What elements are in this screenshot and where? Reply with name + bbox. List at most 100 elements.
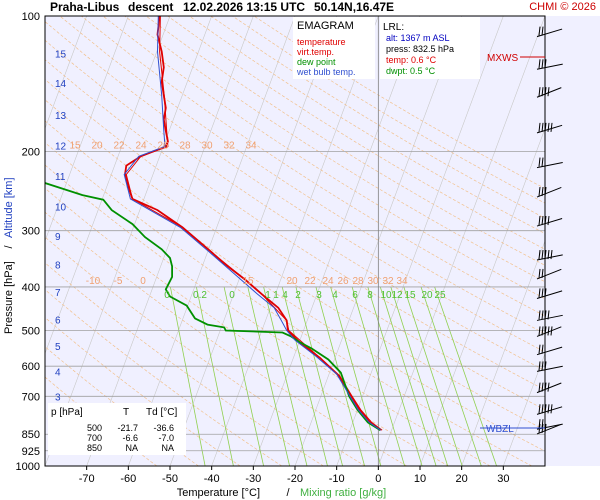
curve-legend: EMAGRAM temperature virt.temp. dew point…	[293, 17, 375, 79]
chart-curves	[45, 16, 383, 431]
dry-adiabat-label: 32	[223, 140, 235, 151]
pressure-tick-label: 1000	[16, 461, 40, 473]
altitude-tick-label: 4	[55, 368, 61, 379]
mixing-ratio-label: 6	[352, 290, 358, 301]
pressure-tick-label: 500	[22, 326, 40, 338]
dry-adiabat-line	[45, 187, 449, 466]
y-axis-title-secondary: Altitude [km]	[3, 177, 15, 238]
table-row-td: -36.6	[153, 423, 174, 433]
dry-adiabat-line	[59, 16, 545, 335]
legend-dew-point: dew point	[297, 57, 336, 67]
dry-adiabat-label: 28	[179, 140, 191, 151]
mixing-ratio-label: 0.2	[193, 290, 207, 301]
wind-barb-flag	[547, 326, 550, 336]
wind-barb-flag	[547, 310, 550, 320]
mixing-ratio-line	[196, 286, 234, 466]
wind-barb-flag	[538, 404, 541, 414]
pressure-tick-label: 850	[22, 429, 40, 441]
x-axis-title-secondary: Mixing ratio [g/kg]	[300, 487, 386, 499]
pressure-tick-label: 300	[22, 226, 40, 238]
mixing-ratio-line	[390, 286, 449, 466]
temperature-tick-label: -50	[162, 473, 178, 485]
wind-barb-flag	[547, 382, 550, 392]
pressure-tick-label: 700	[22, 391, 40, 403]
plot-frame	[44, 15, 546, 467]
isotherm-line	[128, 16, 296, 466]
lrl-info-box: LRL: alt: 1367 m ASL press: 832.5 hPa te…	[380, 17, 480, 79]
altitude-tick-label: 11	[55, 172, 66, 183]
isotherm-line	[211, 16, 379, 466]
mixing-ratio-label: 10	[380, 290, 392, 301]
dry-adiabat-label: 28	[352, 276, 364, 287]
dry-adiabat-label: 15	[242, 276, 254, 287]
wind-barb	[536, 157, 563, 169]
wind-barb-flag	[550, 122, 553, 132]
isotherm-line	[419, 127, 545, 466]
mixing-ratio-line	[367, 286, 423, 466]
wind-barb-staff	[536, 346, 563, 356]
wind-barb-staff	[536, 124, 563, 134]
level-table: p [hPa] T Td [°C] 500 -21.7 -36.6 700 -6…	[48, 403, 186, 455]
y-axis-title-separator: /	[3, 245, 15, 249]
wind-barb-flag	[547, 87, 550, 97]
altitude-tick-label: 6	[55, 315, 61, 326]
dry-adiabat-line	[81, 16, 545, 317]
dry-adiabat-line	[167, 16, 545, 250]
temperature-tick-label: -60	[120, 473, 136, 485]
series-line-dew-point	[45, 180, 381, 431]
wind-barb-flag	[541, 268, 544, 278]
wind-barb-staff	[536, 63, 563, 70]
table-row-t: -21.7	[117, 423, 138, 433]
altitude-tick-label: 3	[55, 393, 61, 404]
mixing-ratio-label: 4	[332, 290, 338, 301]
lrl-dewpoint: dwpt: 0.5 °C	[386, 66, 436, 76]
station-name: Praha-Libus	[50, 0, 120, 14]
wind-barb-flag	[538, 382, 541, 392]
wind-barb-flag	[541, 382, 544, 392]
wind-barb-flag	[538, 87, 541, 97]
sounding-mode: descent	[128, 0, 173, 14]
wind-barb-flag	[541, 361, 544, 371]
wind-barb-flag	[541, 216, 544, 226]
wind-panel-background	[522, 16, 600, 466]
table-row-p: 500	[87, 423, 102, 433]
mixing-ratio-line	[281, 286, 328, 466]
temperature-tick-label: -10	[329, 473, 345, 485]
wind-barb-flag	[541, 288, 544, 298]
series-line-virt-temp-	[125, 16, 383, 431]
altitude-tick-label: 13	[55, 111, 67, 122]
altitude-tick-label: 15	[55, 49, 67, 60]
dry-adiabat-label: 26	[157, 140, 169, 151]
temperature-tick-label: 10	[414, 473, 426, 485]
dry-adiabat-label: 20	[91, 140, 103, 151]
temperature-tick-label: -20	[287, 473, 303, 485]
mixing-ratio-line	[223, 286, 264, 466]
wind-barb	[536, 268, 562, 280]
wind-barb-flag	[541, 26, 544, 36]
dry-adiabat-line	[45, 99, 545, 431]
wind-barb-flag	[538, 268, 541, 278]
temperature-tick-label: 0	[375, 473, 381, 485]
wind-barb-flag	[550, 404, 553, 414]
wind-barb-flag	[538, 26, 541, 36]
wind-barb-flag	[550, 249, 553, 260]
wind-barb-flag	[538, 122, 541, 132]
wind-barb-flag	[538, 344, 541, 354]
mixing-ratio-label: 25	[434, 290, 446, 301]
sounding-datetime: 12.02.2026 13:15 UTC	[183, 0, 305, 14]
y-axis-title: Pressure [hPa]	[3, 261, 15, 334]
temperature-tick-label: -70	[79, 473, 95, 485]
wind-barb-staff	[536, 218, 563, 227]
wind-barb-staff	[536, 290, 563, 299]
mixing-ratio-line	[379, 286, 437, 466]
wind-barb	[536, 344, 563, 356]
wind-barb-flag	[547, 404, 550, 414]
wind-barb	[536, 26, 563, 38]
mixing-ratio-label: 8	[367, 290, 373, 301]
mixing-ratio-label: 20	[421, 290, 433, 301]
temperature-tick-label: -40	[204, 473, 220, 485]
isotherm-line	[169, 16, 337, 466]
isotherm-line	[503, 352, 545, 466]
dry-adiabat-line	[45, 59, 545, 391]
isotherm-line	[45, 16, 129, 242]
